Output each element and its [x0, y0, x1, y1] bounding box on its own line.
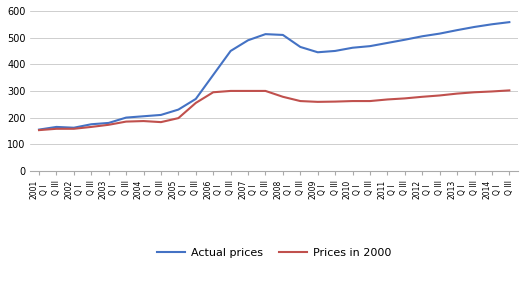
Actual prices — [471, 25, 478, 29]
Actual prices — [193, 97, 199, 101]
Prices in 2000 — [419, 95, 425, 99]
Prices in 2000 — [367, 99, 373, 103]
Actual prices — [88, 123, 94, 126]
Actual prices — [262, 32, 269, 36]
Line: Prices in 2000: Prices in 2000 — [39, 90, 509, 130]
Actual prices — [53, 125, 59, 129]
Prices in 2000 — [158, 120, 164, 124]
Prices in 2000 — [332, 100, 338, 103]
Actual prices — [36, 128, 42, 131]
Prices in 2000 — [280, 95, 286, 99]
Actual prices — [71, 126, 77, 129]
Actual prices — [140, 115, 146, 118]
Actual prices — [506, 20, 512, 24]
Prices in 2000 — [506, 89, 512, 92]
Actual prices — [210, 73, 216, 77]
Prices in 2000 — [489, 90, 495, 93]
Prices in 2000 — [314, 100, 321, 104]
Prices in 2000 — [227, 89, 234, 93]
Prices in 2000 — [210, 91, 216, 94]
Prices in 2000 — [36, 128, 42, 132]
Actual prices — [280, 33, 286, 37]
Prices in 2000 — [436, 94, 443, 97]
Actual prices — [245, 39, 251, 42]
Prices in 2000 — [175, 116, 182, 120]
Prices in 2000 — [123, 120, 129, 123]
Actual prices — [158, 113, 164, 117]
Actual prices — [227, 49, 234, 53]
Actual prices — [332, 49, 338, 53]
Actual prices — [454, 28, 460, 32]
Actual prices — [350, 46, 356, 50]
Actual prices — [123, 116, 129, 119]
Prices in 2000 — [71, 127, 77, 131]
Prices in 2000 — [297, 99, 303, 103]
Prices in 2000 — [88, 125, 94, 129]
Prices in 2000 — [245, 89, 251, 93]
Actual prices — [367, 44, 373, 48]
Prices in 2000 — [471, 91, 478, 94]
Actual prices — [419, 34, 425, 38]
Actual prices — [106, 121, 112, 125]
Prices in 2000 — [262, 89, 269, 93]
Actual prices — [436, 32, 443, 35]
Actual prices — [175, 108, 182, 112]
Prices in 2000 — [384, 98, 391, 101]
Prices in 2000 — [402, 97, 408, 100]
Line: Actual prices: Actual prices — [39, 22, 509, 129]
Prices in 2000 — [350, 99, 356, 103]
Prices in 2000 — [454, 92, 460, 95]
Legend: Actual prices, Prices in 2000: Actual prices, Prices in 2000 — [153, 244, 395, 263]
Prices in 2000 — [193, 101, 199, 105]
Prices in 2000 — [140, 119, 146, 123]
Prices in 2000 — [53, 127, 59, 131]
Actual prices — [384, 41, 391, 45]
Actual prices — [314, 51, 321, 54]
Prices in 2000 — [106, 123, 112, 126]
Actual prices — [489, 22, 495, 26]
Actual prices — [402, 38, 408, 42]
Actual prices — [297, 45, 303, 49]
